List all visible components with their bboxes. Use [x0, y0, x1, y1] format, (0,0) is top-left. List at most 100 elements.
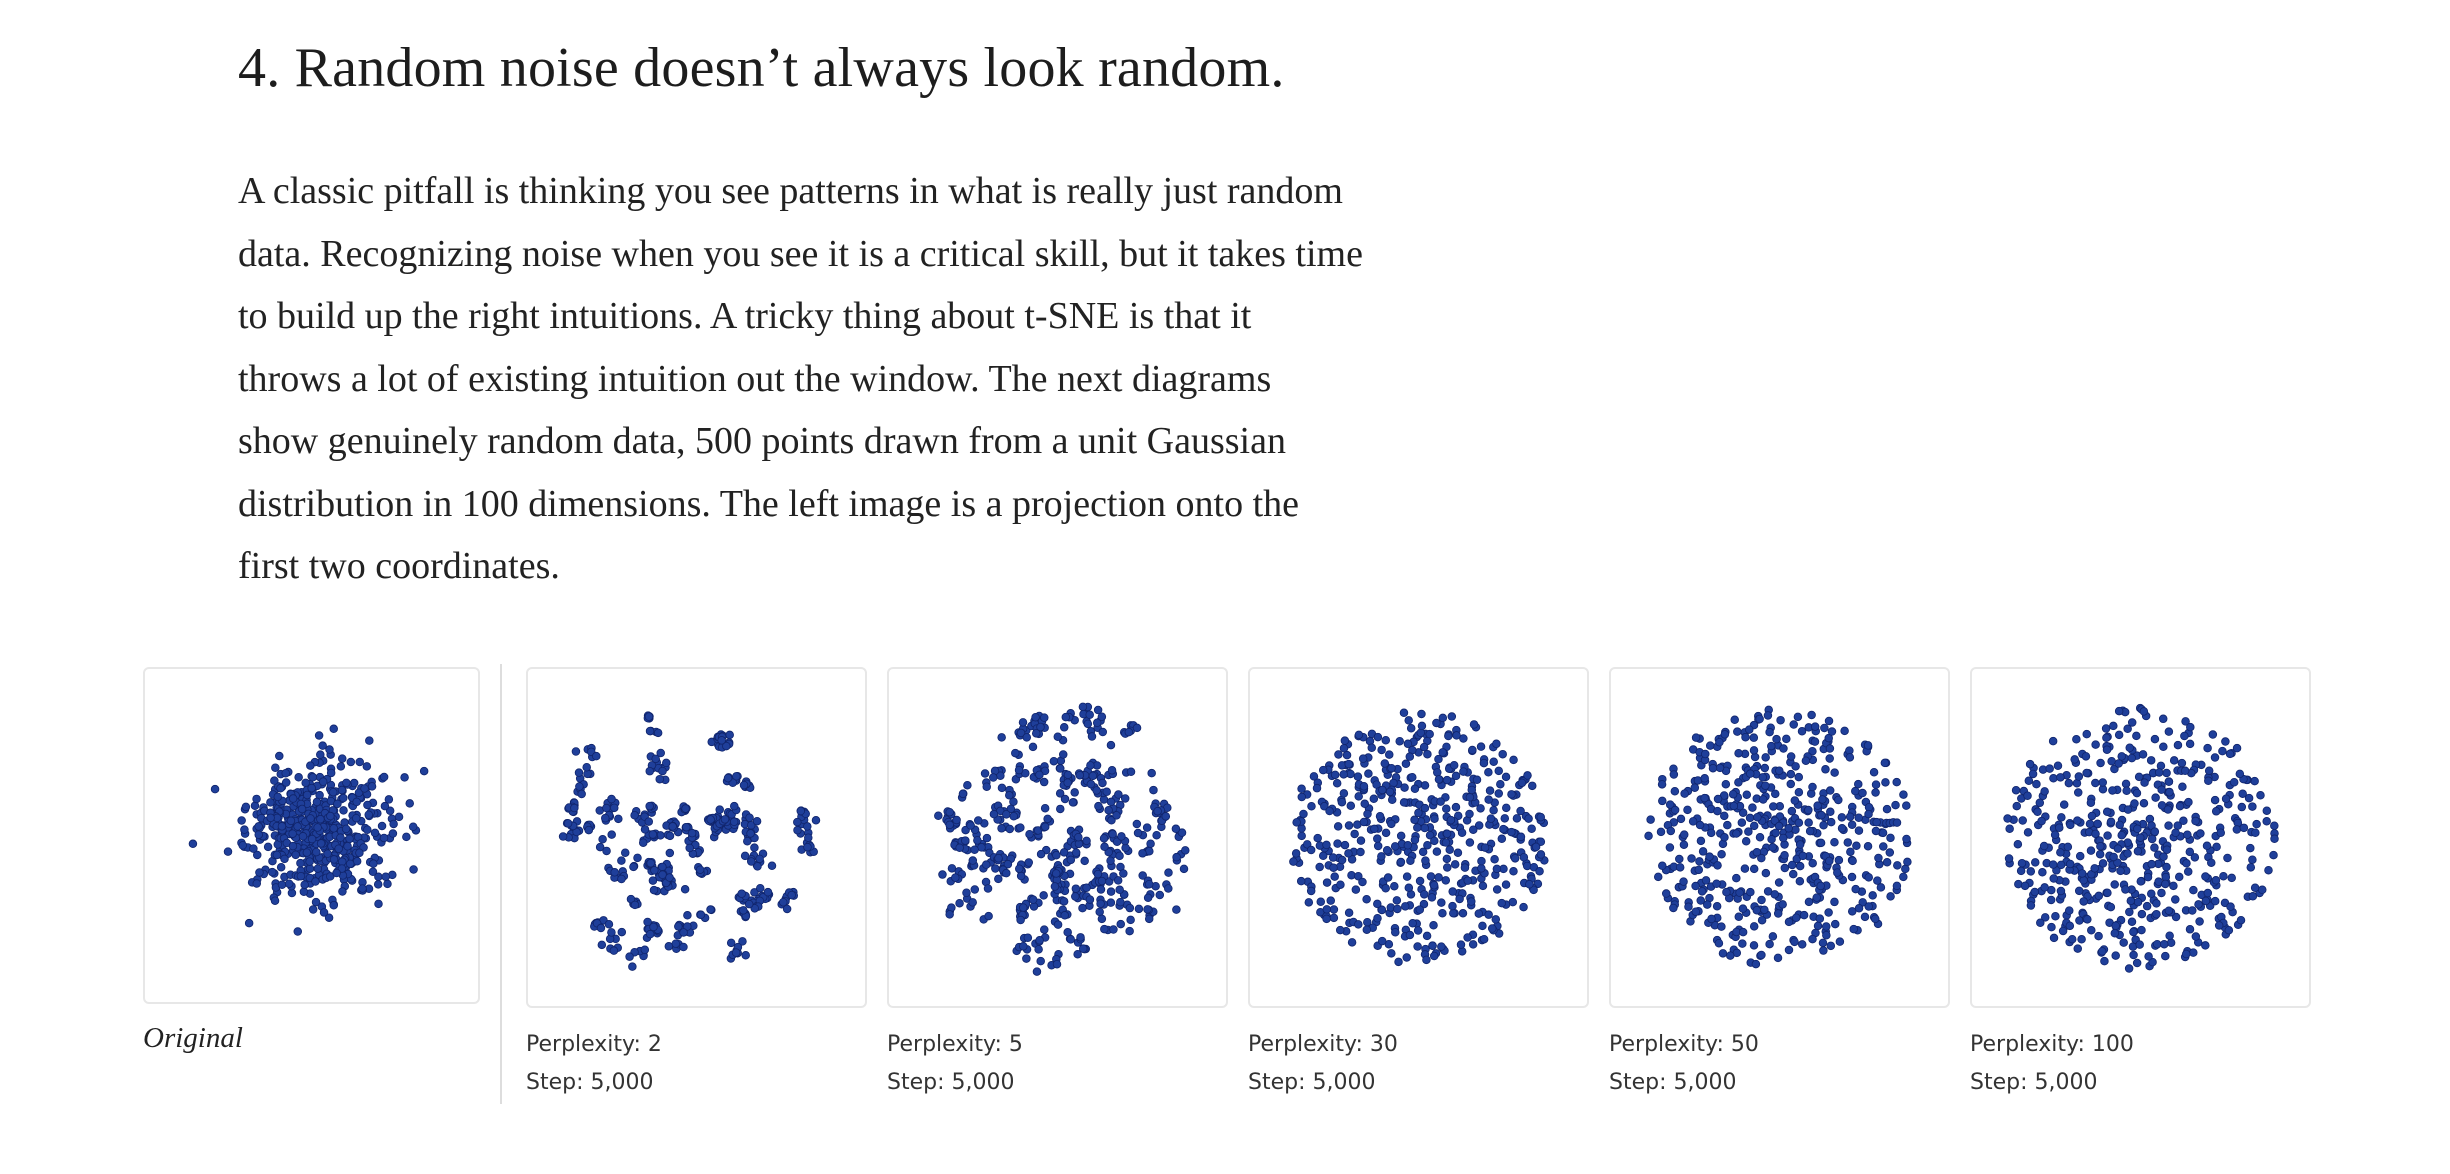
- scatter-point: [237, 816, 246, 825]
- scatter-point: [1714, 938, 1724, 948]
- scatter-point: [1527, 824, 1536, 833]
- scatter-point: [2056, 848, 2065, 857]
- scatter-point: [1524, 814, 1533, 823]
- scatter-point: [1691, 907, 1701, 916]
- scatter-point: [383, 879, 392, 889]
- scatter-point: [244, 918, 254, 928]
- scatter-point: [731, 948, 741, 957]
- scatter-point: [291, 850, 300, 860]
- scatter-point: [997, 783, 1007, 793]
- scatter-point: [370, 828, 380, 838]
- scatter-point: [2252, 819, 2261, 829]
- scatter-point: [1066, 935, 1075, 944]
- scatter-point: [2066, 820, 2075, 830]
- scatter-point: [1899, 790, 1908, 799]
- scatter-point: [1082, 836, 1091, 846]
- scatter-point: [1394, 957, 1403, 967]
- scatter-point: [1656, 827, 1666, 837]
- scatter-point: [1808, 934, 1817, 944]
- scatter-point: [732, 772, 741, 781]
- scatter-point: [1523, 771, 1532, 780]
- scatter-point: [1797, 727, 1807, 736]
- scatter-point: [2028, 769, 2038, 779]
- scatter-point: [640, 945, 650, 955]
- scatter-point: [385, 806, 395, 816]
- scatter-point: [1019, 903, 1028, 912]
- scatter-point: [1752, 847, 1762, 857]
- scatter-point: [1043, 814, 1052, 824]
- scatter-point: [1292, 818, 1301, 827]
- scatter-point: [308, 773, 318, 782]
- scatter-point: [2210, 795, 2220, 805]
- scatter-point: [2110, 929, 2120, 938]
- scatter-point: [1723, 820, 1732, 830]
- scatter-point: [1418, 847, 1428, 857]
- scatter-point: [811, 816, 821, 825]
- scatter-point: [1326, 896, 1335, 905]
- scatter-point: [2111, 921, 2120, 931]
- scatter-point: [1854, 904, 1864, 913]
- scatter-point: [1695, 857, 1704, 866]
- scatter-point: [720, 815, 730, 824]
- scatter-point: [2185, 847, 2195, 857]
- scatter-point: [741, 951, 750, 960]
- scatter-point: [2227, 873, 2236, 883]
- scatter-point: [2129, 950, 2138, 960]
- scatter-point: [1789, 720, 1798, 729]
- scatter-point: [2132, 788, 2142, 798]
- scatter-point: [1752, 905, 1762, 915]
- scatter-point: [2110, 880, 2119, 889]
- scatter-point: [1833, 868, 1842, 877]
- scatter-point: [268, 867, 277, 877]
- scatter-point: [1437, 942, 1446, 951]
- scatter-point: [1852, 841, 1861, 851]
- scatter-point: [1720, 730, 1730, 739]
- scatter-point: [1837, 813, 1847, 822]
- scatter-point: [2185, 739, 2195, 749]
- scatter-point: [1142, 823, 1152, 832]
- scatter-point: [2256, 791, 2265, 800]
- scatter-point: [1390, 881, 1399, 891]
- scatter-point: [1098, 778, 1107, 788]
- scatter-point: [1315, 862, 1324, 872]
- scatter-point: [2136, 877, 2146, 886]
- scatter-point: [1015, 864, 1024, 873]
- scatter-point: [1500, 814, 1510, 823]
- scatter-point: [685, 843, 694, 853]
- scatter-point: [1880, 758, 1890, 768]
- scatter-point: [680, 885, 690, 894]
- scatter-point: [296, 871, 306, 881]
- scatter-point: [1106, 898, 1116, 907]
- scatter-point: [1679, 840, 1689, 849]
- scatter-point: [1868, 891, 1877, 900]
- scatter-point: [994, 874, 1003, 884]
- scatter-point: [2074, 772, 2084, 781]
- scatter-point: [2098, 778, 2107, 787]
- scatter-point: [970, 885, 980, 894]
- scatter-point: [1356, 847, 1365, 857]
- scatter-point: [628, 962, 637, 971]
- scatter-point: [1096, 885, 1106, 894]
- scatter-point: [1070, 788, 1079, 797]
- scatter-point: [1749, 922, 1759, 931]
- scatter-point: [1463, 933, 1472, 942]
- scatter-point: [1479, 758, 1489, 768]
- scatter-point: [1420, 803, 1430, 813]
- scatter-point: [653, 728, 663, 738]
- scatter-point: [1658, 796, 1667, 806]
- scatter-point: [2203, 743, 2212, 753]
- scatter-point: [1460, 863, 1470, 872]
- scatter-point: [1384, 750, 1394, 759]
- scatter-point: [2046, 895, 2056, 905]
- scatter-point: [1132, 723, 1142, 733]
- scatter-point: [2212, 842, 2221, 852]
- scatter-point: [1297, 784, 1306, 794]
- scatter-point: [644, 817, 654, 826]
- scatter-point: [1329, 863, 1338, 872]
- scatter-point: [2238, 789, 2247, 798]
- scatter-point: [994, 854, 1003, 863]
- scatter-point: [2188, 906, 2197, 915]
- scatter-point: [982, 782, 991, 791]
- scatter-point: [2175, 801, 2185, 811]
- scatter-point: [955, 843, 964, 853]
